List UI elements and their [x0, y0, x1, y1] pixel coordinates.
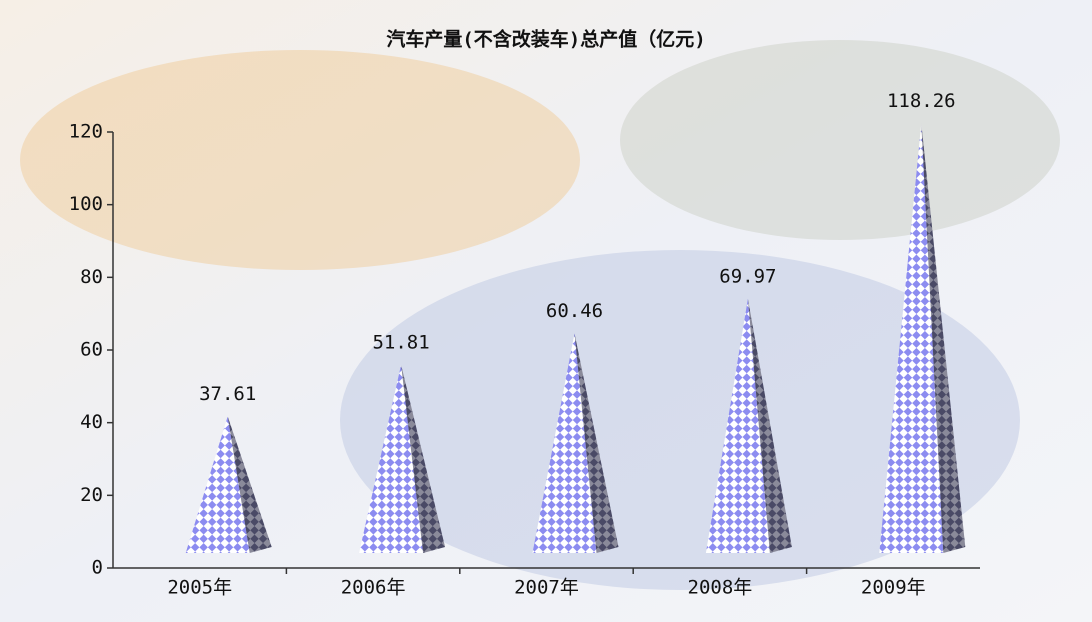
- value-label: 69.97: [719, 265, 776, 287]
- y-tick-label: 100: [69, 193, 103, 215]
- value-label: 37.61: [199, 383, 256, 405]
- x-tick-label: 2008年: [688, 577, 753, 599]
- background-car: [620, 40, 1060, 240]
- value-label: 118.26: [887, 90, 956, 112]
- chart-title: 汽车产量(不含改装车)总产值（亿元): [386, 28, 705, 51]
- y-tick-label: 60: [80, 339, 103, 361]
- x-tick-label: 2006年: [341, 577, 406, 599]
- chart: 汽车产量(不含改装车)总产值（亿元) 0 20 40 60 80 100 120 2005年 3…: [0, 0, 1092, 622]
- y-tick-label: 40: [80, 411, 103, 433]
- y-tick-label: 120: [69, 121, 103, 143]
- y-tick-label: 0: [92, 557, 103, 579]
- x-tick-label: 2007年: [514, 577, 579, 599]
- y-tick-label: 80: [80, 266, 103, 288]
- y-tick-label: 20: [80, 484, 103, 506]
- background-car: [20, 50, 580, 270]
- value-label: 60.46: [546, 300, 603, 322]
- value-label: 51.81: [372, 331, 429, 353]
- x-tick-label: 2009年: [861, 577, 926, 599]
- x-tick-label: 2005年: [167, 577, 232, 599]
